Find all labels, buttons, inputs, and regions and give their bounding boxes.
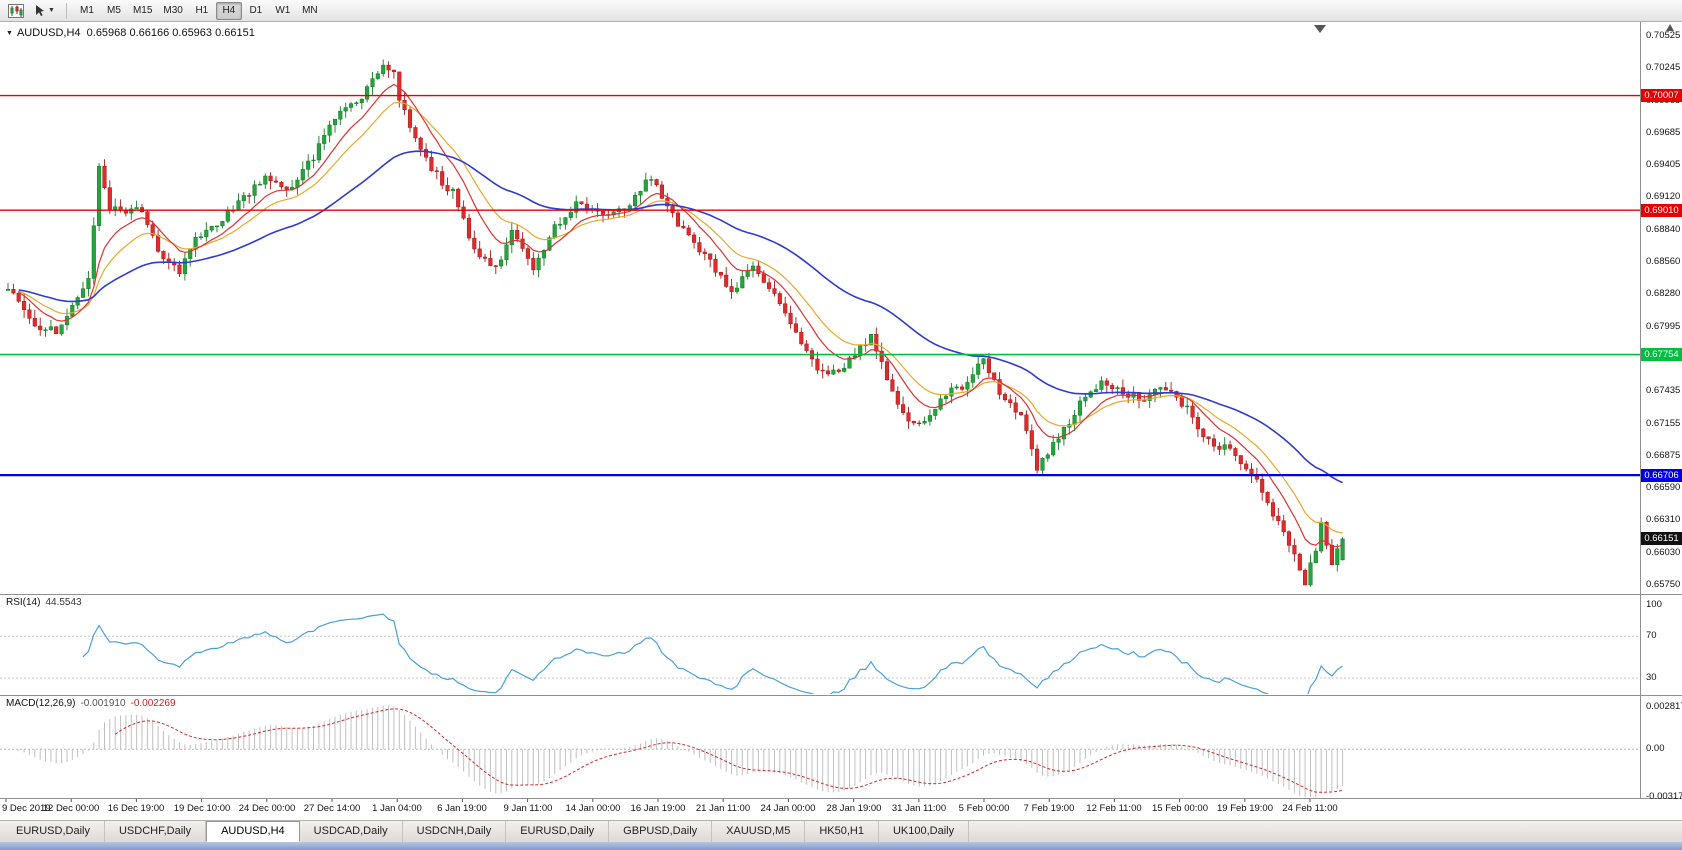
time-axis-label: 31 Jan 11:00	[891, 803, 947, 814]
price-axis-tick: 0.66590	[1646, 482, 1681, 493]
chart-tab-audusd-h4[interactable]: AUDUSD,H4	[206, 821, 300, 842]
panel-divider-rsi[interactable]	[0, 594, 1682, 595]
time-axis-label: 19 Dec 10:00	[173, 803, 231, 814]
chart-symbol-timeframe: AUDUSD,H4	[16, 27, 81, 39]
time-axis-label: 27 Dec 14:00	[303, 803, 361, 814]
timeframe-button-mn[interactable]: MN	[302, 5, 318, 16]
price-axis-tick: 0.67435	[1646, 385, 1681, 396]
price-axis-tick: 0.68840	[1646, 224, 1681, 235]
chart-tab-hk50-h1[interactable]: HK50,H1	[805, 821, 879, 842]
time-axis-label: 12 Feb 11:00	[1086, 803, 1142, 814]
timeframe-button-m15[interactable]: M15	[132, 5, 153, 16]
price-axis-tick: 0.66310	[1646, 514, 1681, 525]
chart-tab-usdcad-daily[interactable]: USDCAD,Daily	[300, 821, 403, 842]
macd-indicator-label: MACD(12,26,9) -0.001910 -0.002269	[6, 698, 176, 709]
macd-signal-value: -0.002269	[130, 698, 176, 709]
price-axis-tick: 0.70245	[1646, 62, 1681, 73]
time-axis-label: 24 Dec 00:00	[238, 803, 296, 814]
time-axis-label: 28 Jan 19:00	[826, 803, 882, 814]
rsi-indicator-label: RSI(14) 44.5543	[6, 597, 82, 608]
rsi-axis-tick: 70	[1646, 630, 1657, 641]
price-axis-tick: 0.67995	[1646, 321, 1681, 332]
chevron-down-icon[interactable]: ▼	[48, 7, 55, 14]
price-axis-tick: 0.69685	[1646, 127, 1681, 138]
price-axis-tick: 0.68280	[1646, 288, 1681, 299]
time-axis-label: 21 Jan 11:00	[695, 803, 751, 814]
hline-price-label: 0.69010	[1641, 204, 1682, 217]
timeframe-button-group: M1 M5 M15 M30 H1 H4 D1 W1 MN	[74, 1, 323, 20]
price-axis-tick: 0.66875	[1646, 450, 1681, 461]
chart-tab-uk100-daily[interactable]: UK100,Daily	[879, 821, 970, 842]
macd-axis-tick: -0.003179	[1646, 791, 1682, 802]
timeframe-button-h1[interactable]: H1	[195, 5, 209, 16]
time-axis-label: 19 Feb 19:00	[1217, 803, 1273, 814]
rsi-value: 44.5543	[45, 597, 82, 608]
cursor-arrow-icon	[36, 5, 44, 16]
time-axis-label: 9 Dec 2019	[2, 803, 51, 814]
timeframe-button-d1[interactable]: D1	[249, 5, 263, 16]
price-axis-tick: 0.70525	[1646, 30, 1681, 41]
chart-tab-xauusd-m5[interactable]: XAUUSD,M5	[712, 821, 806, 842]
chart-tab-eurusd-daily[interactable]: EURUSD,Daily	[2, 821, 105, 842]
time-axis-label: 24 Jan 00:00	[760, 803, 816, 814]
toolbar-separator	[65, 2, 67, 19]
macd-axis-tick: 0.00	[1646, 743, 1665, 754]
panel-divider-macd[interactable]	[0, 695, 1682, 696]
time-axis-label: 9 Jan 11:00	[503, 803, 553, 814]
rsi-axis-tick: 100	[1646, 599, 1662, 610]
chart-tab-usdcnh-daily[interactable]: USDCNH,Daily	[403, 821, 507, 842]
candlestick-chart-icon	[8, 3, 24, 18]
chart-tab-usdchf-daily[interactable]: USDCHF,Daily	[105, 821, 207, 842]
hline-price-label: 0.67754	[1641, 348, 1682, 361]
price-axis-border	[1640, 22, 1641, 798]
chart-tab-eurusd-daily[interactable]: EURUSD,Daily	[506, 821, 610, 842]
time-axis-label: 6 Jan 19:00	[437, 803, 487, 814]
time-axis-label: 12 Dec 00:00	[42, 803, 100, 814]
chart-tab-gbpusd-daily[interactable]: GBPUSD,Daily	[609, 821, 713, 842]
chart-ohlc-readout: ▼ AUDUSD,H4 0.65968 0.66166 0.65963 0.661…	[6, 27, 255, 39]
chart-tab-bar: EURUSD,Daily USDCHF,Daily AUDUSD,H4 USDCAD,…	[0, 820, 1682, 842]
time-axis-label: 14 Jan 00:00	[565, 803, 621, 814]
timeframe-button-h4[interactable]: H4	[215, 1, 242, 20]
time-axis-label: 1 Jan 04:00	[372, 803, 422, 814]
cursor-tool-button[interactable]: ▼	[30, 2, 59, 20]
time-axis-label: 16 Jan 19:00	[630, 803, 686, 814]
time-axis-label: 15 Feb 00:00	[1152, 803, 1208, 814]
time-axis-label: 7 Feb 19:00	[1023, 803, 1075, 814]
chart-ohlc-values: 0.65968 0.66166 0.65963 0.66151	[86, 27, 255, 39]
price-axis-tick: 0.69405	[1646, 159, 1681, 170]
price-axis-tick: 0.66030	[1646, 547, 1681, 558]
price-axis-tick: 0.68560	[1646, 256, 1681, 267]
price-axis-tick: 0.67155	[1646, 418, 1681, 429]
macd-main-value: -0.001910	[80, 698, 126, 709]
price-axis-tick: 0.69120	[1646, 191, 1681, 202]
hline-price-label: 0.70007	[1641, 89, 1682, 102]
price-axis-tick: 0.65750	[1646, 579, 1681, 590]
timeframe-button-m5[interactable]: M5	[106, 5, 121, 16]
timeframe-button-m30[interactable]: M30	[163, 5, 183, 16]
time-axis-label: 24 Feb 11:00	[1282, 803, 1338, 814]
top-toolbar: ▼ M1 M5 M15 M30 H1 H4 D1 W1 MN	[0, 0, 1682, 22]
current-price-label: 0.66151	[1641, 532, 1682, 545]
macd-axis-tick: 0.002817	[1646, 701, 1682, 712]
timeframe-button-m1[interactable]: M1	[79, 5, 94, 16]
time-axis-label: 5 Feb 00:00	[958, 803, 1010, 814]
symbol-dropdown-icon[interactable]: ▼	[6, 30, 13, 37]
hline-price-label: 0.66706	[1641, 469, 1682, 482]
timeframe-button-w1[interactable]: W1	[275, 5, 291, 16]
time-axis-label: 16 Dec 19:00	[107, 803, 165, 814]
rsi-axis-tick: 30	[1646, 672, 1657, 683]
chart-type-button[interactable]	[4, 2, 28, 20]
macd-name: MACD(12,26,9)	[6, 698, 76, 709]
bottom-strip	[0, 842, 1682, 850]
rsi-name: RSI(14)	[6, 597, 41, 608]
time-axis-border	[0, 798, 1682, 799]
